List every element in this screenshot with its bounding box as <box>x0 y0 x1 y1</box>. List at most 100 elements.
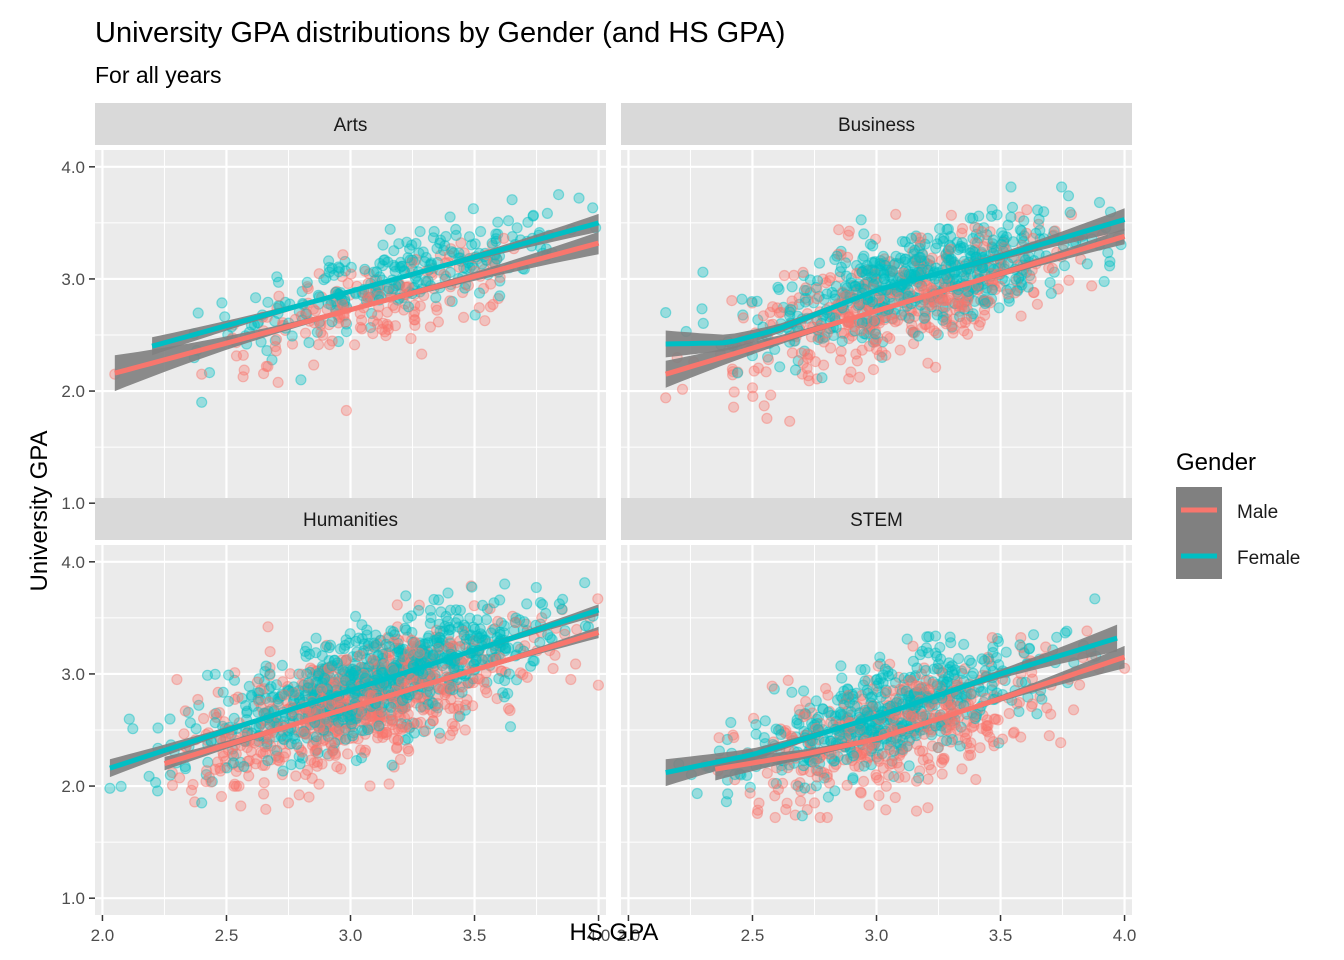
point-male <box>313 778 325 790</box>
point-female <box>879 312 891 324</box>
point-male <box>459 724 471 736</box>
point-female <box>467 203 479 215</box>
point-male <box>834 354 847 366</box>
point-female <box>847 750 860 762</box>
point-male <box>284 668 296 680</box>
point-male <box>387 285 399 297</box>
point-male <box>987 735 999 748</box>
point-female <box>179 763 192 775</box>
point-male <box>956 763 968 775</box>
point-female <box>408 256 420 269</box>
point-male <box>932 742 945 754</box>
point-female <box>365 322 377 334</box>
point-female <box>867 264 879 276</box>
point-female <box>490 235 502 247</box>
point-female <box>201 669 214 681</box>
point-female <box>789 364 802 376</box>
point-male <box>976 226 988 238</box>
point-female <box>265 680 277 693</box>
point-male <box>455 237 467 249</box>
point-female <box>328 654 340 667</box>
point-female <box>323 266 335 278</box>
point-male <box>931 305 943 317</box>
point-male <box>803 375 815 387</box>
point-male <box>860 745 872 757</box>
point-male <box>832 248 844 260</box>
point-male <box>880 804 892 816</box>
point-female <box>402 252 414 264</box>
point-female <box>981 282 993 294</box>
point-female <box>834 729 846 741</box>
point-male <box>565 673 577 686</box>
point-female <box>271 271 283 283</box>
point-male <box>298 727 310 740</box>
point-female <box>945 253 957 265</box>
point-female <box>534 596 547 609</box>
point-male <box>862 321 874 333</box>
y-tick-label: 2.0 <box>61 777 85 796</box>
point-female <box>262 296 274 308</box>
point-female <box>954 242 966 254</box>
point-female <box>486 237 498 249</box>
point-male <box>270 345 282 357</box>
point-female <box>792 355 804 367</box>
point-male <box>367 315 379 327</box>
point-male <box>303 791 315 803</box>
legend-label-female: Female <box>1237 548 1300 569</box>
point-male <box>888 713 900 725</box>
point-male <box>912 305 924 317</box>
point-female <box>1062 190 1075 202</box>
point-female <box>772 281 784 293</box>
point-male <box>863 799 875 811</box>
point-male <box>801 362 813 374</box>
point-female <box>798 345 811 357</box>
point-male <box>1067 704 1080 716</box>
point-female <box>382 256 394 268</box>
point-female <box>527 209 540 221</box>
point-male <box>903 312 915 324</box>
point-female <box>573 192 585 204</box>
point-female <box>777 301 790 313</box>
y-tick-label: 1.0 <box>61 494 85 513</box>
point-male <box>323 319 335 331</box>
point-male <box>299 327 312 339</box>
point-female <box>1038 206 1050 218</box>
point-male <box>947 327 959 339</box>
point-female <box>878 269 890 281</box>
point-male <box>399 298 411 310</box>
point-female <box>1048 266 1060 278</box>
point-male <box>381 306 393 318</box>
point-male <box>337 249 349 261</box>
point-female <box>937 301 949 313</box>
point-female <box>427 232 439 244</box>
point-male <box>808 797 821 809</box>
point-female <box>979 284 992 296</box>
point-male <box>238 364 250 376</box>
point-female <box>660 307 672 319</box>
facet-strip <box>95 103 606 145</box>
point-male <box>438 268 450 281</box>
facet-strip-label: STEM <box>850 510 903 531</box>
point-female <box>791 717 803 729</box>
point-male <box>939 249 952 261</box>
point-male <box>498 232 510 244</box>
point-male <box>911 253 923 265</box>
point-female <box>1098 275 1110 288</box>
point-female <box>973 210 985 222</box>
point-female <box>1064 206 1076 218</box>
point-female <box>522 216 534 228</box>
point-female <box>836 672 848 684</box>
point-male <box>326 335 338 347</box>
point-male <box>873 349 886 362</box>
point-female <box>919 305 931 317</box>
point-male <box>660 392 672 404</box>
point-female <box>722 788 734 800</box>
point-male <box>196 368 208 380</box>
point-female <box>856 266 868 278</box>
point-female <box>450 223 462 235</box>
point-male <box>383 778 395 790</box>
point-female <box>339 295 351 307</box>
point-male <box>270 333 283 345</box>
point-female <box>911 662 923 674</box>
point-female <box>438 244 450 256</box>
